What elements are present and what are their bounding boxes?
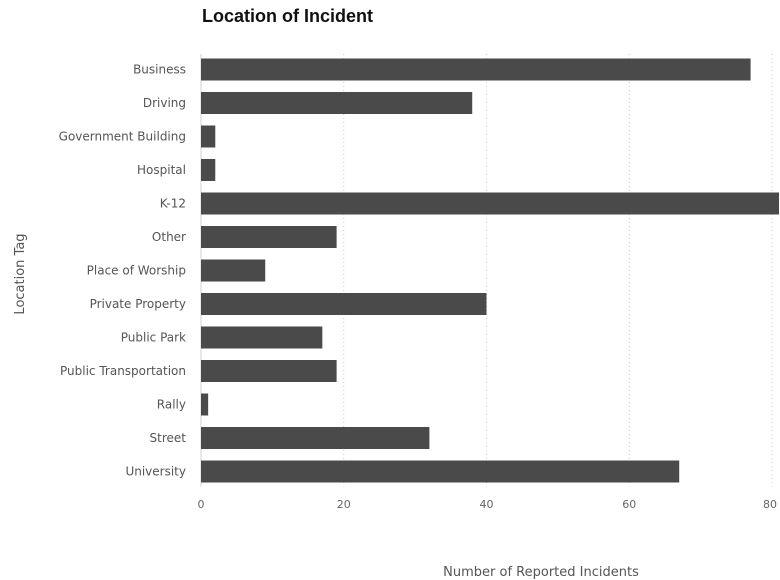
bar-street <box>201 427 430 449</box>
bar-rally <box>201 393 209 416</box>
category-label: Hospital <box>137 163 186 177</box>
x-tick-label: 80 <box>763 498 777 511</box>
bar-k-12 <box>201 192 779 215</box>
category-label: Business <box>133 63 186 77</box>
bar-public-transportation <box>201 360 337 382</box>
bar-driving <box>201 92 473 114</box>
bar-university <box>201 460 680 483</box>
category-label: Government Building <box>59 130 186 144</box>
category-label: Rally <box>157 398 186 412</box>
bar-public-park <box>201 326 323 349</box>
bar-other <box>201 226 337 248</box>
x-tick-label: 0 <box>198 498 205 511</box>
category-label: University <box>125 465 186 479</box>
category-label: Other <box>152 230 186 244</box>
category-label: Driving <box>143 96 186 110</box>
bar-government-building <box>201 125 216 148</box>
y-axis-label: Location Tag <box>13 233 28 314</box>
bar-business <box>201 58 751 81</box>
category-labels: Business Driving Government Building Hospit… <box>59 63 187 479</box>
bar-hospital <box>201 159 216 181</box>
x-tick-label: 40 <box>480 498 494 511</box>
bar-place-of-worship <box>201 259 266 282</box>
x-axis-label: Number of Reported Incidents <box>443 565 639 580</box>
grid-layer <box>200 54 773 487</box>
category-label: Street <box>150 431 187 445</box>
category-label: K-12 <box>160 197 186 211</box>
bar-layer <box>201 58 779 483</box>
chart-title: Location of Incident <box>202 6 373 26</box>
bar-private-property <box>201 293 487 315</box>
category-label: Private Property <box>90 297 186 311</box>
x-tick-label: 20 <box>337 498 351 511</box>
category-label: Public Transportation <box>60 364 186 378</box>
category-label: Place of Worship <box>87 264 186 278</box>
x-tick-labels: 0 20 40 60 80 <box>198 498 778 511</box>
x-tick-label: 60 <box>622 498 636 511</box>
category-label: Public Park <box>121 331 186 345</box>
